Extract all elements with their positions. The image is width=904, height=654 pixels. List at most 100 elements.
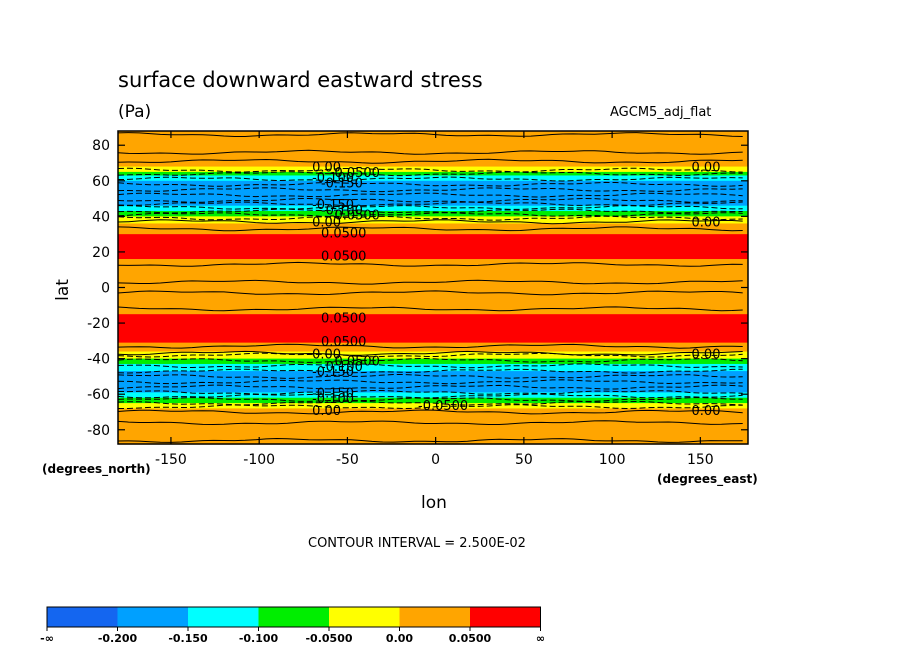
contour-band (118, 408, 748, 445)
y-axis-ticks: -80 -60 -40 -20 0 20 40 60 80 (87, 138, 748, 439)
dashed-contour (117, 374, 743, 379)
contour-label: -0.0500 (330, 166, 380, 181)
solid-contour (117, 290, 743, 296)
dashed-contour (117, 368, 743, 374)
y-axis-unit: (degrees_north) (42, 462, 151, 476)
solid-contour (117, 158, 743, 164)
colorbar-label: 0.0500 (449, 632, 492, 645)
colorbar-label: 0.00 (386, 632, 413, 645)
contour-labels: 0.00-0.0500-0.100-0.150-0.150-0.100-0.05… (312, 161, 720, 420)
colorbar-segment (117, 607, 188, 627)
contour-band (118, 234, 748, 260)
chart-units: (Pa) (118, 102, 152, 122)
contour-label: -0.150 (312, 365, 354, 380)
contour-label: -0.100 (321, 203, 363, 218)
dashed-contour (118, 205, 743, 210)
x-axis-ticks: -150 -100 -50 0 50 100 150 (155, 131, 714, 468)
x-tick-label: 150 (687, 452, 714, 468)
contour-label: 0.0500 (321, 226, 367, 241)
colorbar-segment (47, 607, 118, 627)
x-tick-label: -150 (155, 452, 187, 468)
chart-title: surface downward eastward stress (118, 68, 483, 92)
colorbar-segment (470, 607, 541, 627)
dashed-contour (117, 400, 743, 406)
x-axis-unit: (degrees_east) (657, 472, 758, 486)
colorbar-label: -∞ (40, 632, 54, 645)
dashed-contour (117, 215, 743, 221)
y-tick-label: -40 (87, 352, 110, 368)
dashed-contour (117, 181, 743, 187)
contour-label: -0.0500 (330, 354, 380, 369)
contour-band (118, 205, 748, 212)
contour-band (118, 397, 748, 404)
y-tick-label: 80 (92, 138, 110, 154)
contour-band (118, 314, 748, 344)
contour-band (118, 358, 748, 365)
contour-label: 0.0500 (321, 249, 367, 264)
contour-band (118, 392, 748, 399)
y-tick-label: -20 (87, 316, 110, 332)
y-tick-label: 0 (101, 281, 110, 297)
dashed-contour (118, 404, 743, 410)
contour-band (118, 175, 748, 182)
solid-contour (117, 409, 743, 415)
contour-label: 0.00 (692, 216, 721, 231)
contour-label: 0.0500 (321, 312, 367, 327)
dashed-contour (117, 176, 743, 182)
contour-label: -0.0500 (418, 399, 468, 414)
dashed-contour (117, 167, 743, 173)
contour-label: 0.0500 (321, 335, 367, 350)
x-axis-label: lon (421, 493, 447, 513)
dashed-contour (117, 397, 743, 402)
dashed-contour (117, 390, 743, 395)
contour-label: -0.100 (312, 392, 354, 407)
dashed-contour (117, 363, 743, 369)
solid-contour (117, 306, 743, 312)
contour-label: -0.150 (312, 198, 354, 213)
contour-label: -0.150 (321, 177, 363, 192)
x-tick-label: -50 (336, 452, 359, 468)
contour-band (118, 211, 748, 217)
contour-label: 0.00 (312, 161, 341, 176)
dashed-contour (117, 384, 743, 390)
solid-contour (117, 343, 743, 349)
y-tick-label: -80 (87, 423, 110, 439)
contour-band (118, 351, 748, 360)
contour-label: 0.00 (692, 161, 721, 176)
dashed-contour (117, 201, 743, 207)
contour-label: 0.00 (692, 347, 721, 362)
solid-contour (117, 279, 743, 285)
colorbar-segment (399, 607, 470, 627)
y-tick-label: 20 (92, 245, 110, 261)
colorbar-label: -0.150 (168, 632, 208, 645)
solid-contour (117, 350, 743, 356)
colorbar-segment (188, 607, 259, 627)
contour-label: -0.100 (321, 360, 363, 375)
colorbar: -∞ -0.200 -0.150 -0.100 -0.0500 0.00 0.0500 ∞ (40, 606, 545, 645)
solid-contour (117, 219, 743, 225)
contour-label: -0.150 (312, 386, 354, 401)
solid-contour (117, 226, 743, 232)
x-tick-label: 0 (431, 452, 440, 468)
contour-interval-note: CONTOUR INTERVAL = 2.500E-02 (308, 536, 526, 551)
contour-label: 0.00 (312, 404, 341, 419)
solid-contour (117, 149, 743, 155)
y-tick-label: -60 (87, 387, 110, 403)
dashed-contour (117, 171, 743, 177)
colorbar-label: -0.100 (239, 632, 279, 645)
y-axis-label: lat (53, 279, 73, 301)
dataset-label: AGCM5_adj_flat (610, 105, 712, 120)
colorbar-label: -0.0500 (305, 632, 352, 645)
contour-band (118, 363, 748, 372)
contour-label: 0.00 (312, 347, 341, 362)
dashed-contour (117, 393, 743, 399)
contour-label: 0.00 (312, 216, 341, 231)
contour-band (118, 403, 748, 410)
dashed-contour (117, 208, 743, 214)
y-tick-label: 40 (92, 209, 110, 225)
contour-lines (117, 132, 743, 443)
dashed-contour (117, 187, 743, 193)
contour-band (118, 259, 748, 315)
solid-contour (117, 420, 743, 426)
